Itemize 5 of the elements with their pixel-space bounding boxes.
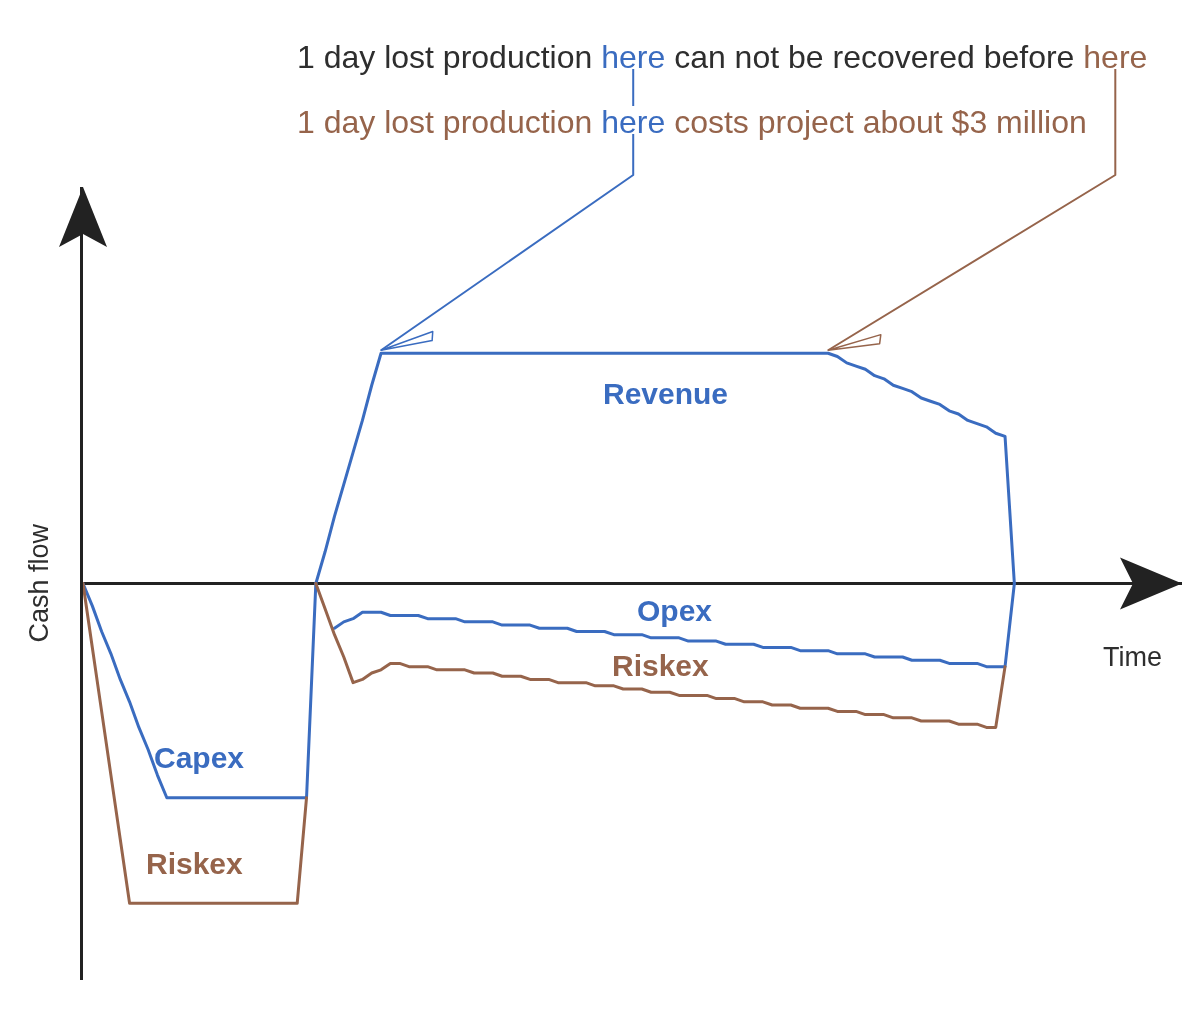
x-axis-title: Time bbox=[1103, 642, 1162, 672]
text: 1 day lost production here can not be recovered before here bbox=[297, 38, 1148, 77]
y-axis-title: Cash flow bbox=[23, 523, 54, 643]
series-label: Riskex bbox=[146, 847, 244, 880]
text: 1 day lost production here costs project about $3 million bbox=[297, 103, 1088, 142]
